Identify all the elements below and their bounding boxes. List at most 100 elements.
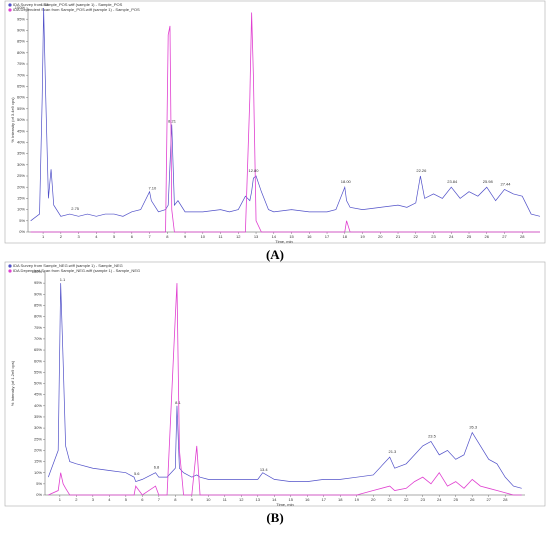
y-tick-label: 70% (34, 336, 42, 341)
panel-label: (A) (266, 247, 284, 262)
x-tick-label: 12 (236, 234, 241, 239)
y-tick-label: 35% (17, 151, 25, 156)
peak-label: 2.75 (71, 206, 80, 211)
peak-label: 12.80 (248, 168, 259, 173)
y-tick-label: 40% (34, 403, 42, 408)
y-tick-label: 15% (17, 195, 25, 200)
x-tick-label: 1 (59, 497, 62, 502)
legend-entry: IDA Dependent Scan from Sample_NEG.wiff … (13, 268, 140, 273)
legend-entry: IDA Survey from Sample_NEG.wiff (sample … (13, 263, 123, 268)
legend-marker (8, 264, 12, 268)
y-tick-label: 65% (17, 83, 25, 88)
x-tick-label: 21 (396, 234, 401, 239)
x-tick-label: 13 (254, 234, 259, 239)
y-tick-label: 0% (36, 492, 42, 497)
x-tick-label: 28 (503, 497, 508, 502)
x-tick-label: 22 (404, 497, 409, 502)
x-tick-label: 5 (113, 234, 116, 239)
x-tick-label: 18 (343, 234, 348, 239)
y-tick-label: 65% (34, 347, 42, 352)
x-tick-label: 26 (470, 497, 475, 502)
x-tick-label: 3 (77, 234, 80, 239)
y-tick-label: 60% (34, 358, 42, 363)
y-tick-label: 60% (17, 95, 25, 100)
y-tick-label: 25% (34, 436, 42, 441)
peak-label: 8.21 (168, 119, 177, 124)
y-tick-label: 30% (34, 425, 42, 430)
x-tick-label: 2 (75, 497, 78, 502)
peak-label: 25.98 (483, 179, 494, 184)
x-tick-label: 8 (174, 497, 177, 502)
x-tick-label: 5 (125, 497, 128, 502)
peak-label: 5.6 (134, 471, 140, 476)
peak-label: 1.1 (60, 277, 66, 282)
y-tick-label: 25% (17, 173, 25, 178)
y-tick-label: 90% (34, 291, 42, 296)
y-axis-label: % Intensity (of 3.4e9 cps) (10, 97, 15, 143)
x-tick-label: 14 (272, 234, 277, 239)
y-tick-label: 80% (17, 50, 25, 55)
x-tick-label: 11 (223, 497, 228, 502)
peak-label: 21.3 (388, 449, 397, 454)
x-tick-label: 8 (166, 234, 169, 239)
y-tick-label: 20% (34, 447, 42, 452)
x-tick-label: 23 (431, 234, 436, 239)
chromatogram-line (30, 7, 541, 222)
x-tick-label: 9 (184, 234, 187, 239)
y-tick-label: 10% (17, 207, 25, 212)
x-tick-label: 19 (360, 234, 365, 239)
legend-marker (8, 8, 12, 12)
y-tick-label: 5% (19, 218, 25, 223)
x-tick-label: 22 (414, 234, 419, 239)
panel-label: (B) (266, 510, 283, 525)
y-tick-label: 80% (34, 314, 42, 319)
legend-entry: IDA Survey from Sample_POS.wiff (sample … (13, 2, 123, 7)
y-tick-label: 85% (17, 39, 25, 44)
x-tick-label: 19 (355, 497, 360, 502)
x-tick-label: 6 (141, 497, 144, 502)
x-tick-label: 1 (42, 234, 45, 239)
peak-label: 1.03 (41, 2, 50, 7)
y-tick-label: 45% (34, 392, 42, 397)
x-tick-label: 9 (191, 497, 194, 502)
peak-label: 22.26 (416, 168, 427, 173)
y-tick-label: 75% (17, 61, 25, 66)
peak-label: 6.8 (154, 465, 160, 470)
x-tick-label: 28 (520, 234, 525, 239)
x-tick-label: 6 (131, 234, 134, 239)
y-axis-label: % Intensity (of 1.2e9 cps) (10, 360, 15, 406)
y-tick-label: 40% (17, 139, 25, 144)
x-tick-label: 14 (272, 497, 277, 502)
x-axis-label: Time, min (276, 502, 293, 507)
y-tick-label: 90% (17, 27, 25, 32)
chromatogram-line (48, 283, 522, 496)
y-tick-label: 55% (17, 106, 25, 111)
x-tick-label: 17 (325, 234, 330, 239)
x-tick-label: 25 (467, 234, 472, 239)
y-tick-label: 100% (32, 269, 43, 274)
peak-label: 13.4 (260, 467, 269, 472)
chromatogram-line (47, 283, 522, 489)
x-axis-label: Time, min (275, 239, 292, 244)
x-tick-label: 27 (486, 497, 491, 502)
y-tick-label: 10% (34, 470, 42, 475)
x-tick-label: 10 (201, 234, 206, 239)
y-tick-label: 30% (17, 162, 25, 167)
peak-label: 27.44 (500, 181, 511, 186)
y-tick-label: 50% (17, 117, 25, 122)
y-tick-label: 70% (17, 72, 25, 77)
y-tick-label: 75% (34, 325, 42, 330)
y-tick-label: 35% (34, 414, 42, 419)
x-tick-label: 12 (239, 497, 244, 502)
x-tick-label: 27 (502, 234, 507, 239)
chromatogram-line (30, 12, 540, 233)
y-tick-label: 55% (34, 369, 42, 374)
y-tick-label: 85% (34, 303, 42, 308)
x-tick-label: 13 (256, 497, 261, 502)
peak-label: 18.00 (341, 179, 352, 184)
x-tick-label: 16 (305, 497, 310, 502)
panel-frame (4, 0, 546, 244)
x-tick-label: 24 (437, 497, 442, 502)
x-tick-label: 20 (378, 234, 383, 239)
